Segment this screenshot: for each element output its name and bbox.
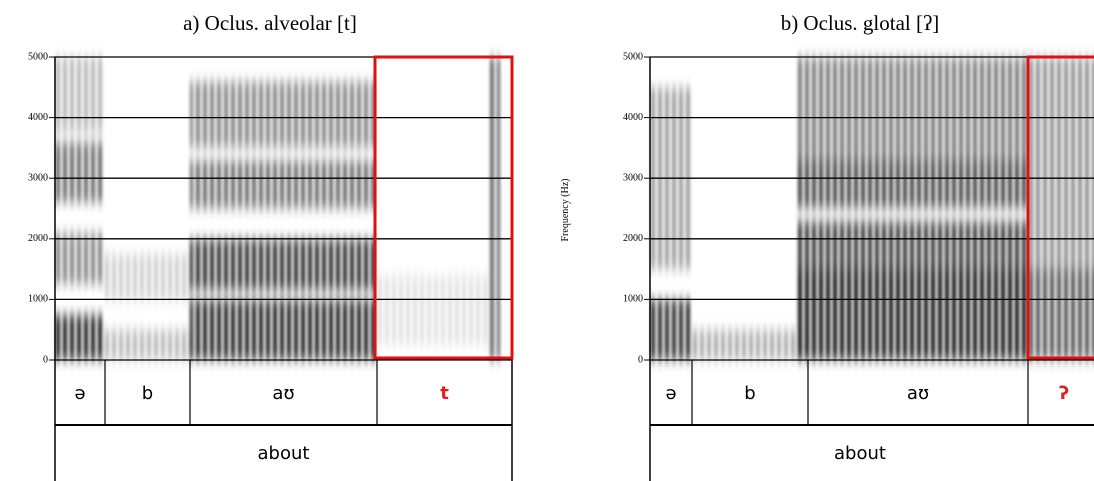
- word-label: about: [258, 443, 310, 464]
- panel-title: a) Oclus. alveolar [t]: [183, 11, 357, 35]
- energy-band: [190, 238, 375, 291]
- y-tick-label: 0: [43, 354, 48, 365]
- energy-band: [795, 220, 1028, 270]
- highlight-box: [373, 55, 514, 360]
- energy-band: [105, 329, 190, 360]
- phone-label: b: [142, 383, 153, 404]
- y-tick-label: 2000: [623, 233, 643, 244]
- y-tick-label: 4000: [623, 112, 643, 123]
- energy-band: [1028, 269, 1094, 360]
- phone-label: t: [440, 383, 449, 404]
- word-label: about: [834, 443, 886, 464]
- y-tick-label: 0: [638, 354, 643, 365]
- phone-label: aʊ: [907, 383, 929, 404]
- y-tick-label: 5000: [28, 51, 48, 62]
- y-tick-label: 3000: [28, 172, 48, 183]
- y-axis-label: Frequency (Hz): [560, 178, 571, 241]
- spectrogram: [55, 57, 500, 360]
- phone-label: aʊ: [272, 383, 294, 404]
- y-tick-label: 1000: [28, 294, 48, 305]
- energy-band: [375, 275, 490, 345]
- energy-band: [190, 81, 375, 148]
- phone-label: b: [744, 383, 755, 404]
- energy-band: [795, 160, 1028, 209]
- energy-band: [795, 57, 1028, 161]
- energy-band: [692, 329, 808, 360]
- y-tick-label: 2000: [28, 233, 48, 244]
- energy-band: [55, 232, 105, 285]
- energy-band: [190, 299, 375, 360]
- energy-band: [55, 314, 105, 360]
- energy-band: [55, 141, 105, 203]
- y-tick-label: 5000: [623, 51, 643, 62]
- energy-band: [795, 269, 1028, 360]
- energy-band: [190, 160, 375, 209]
- energy-band: [55, 57, 105, 133]
- y-tick-label: 4000: [28, 112, 48, 123]
- phone-label: ʔ: [1059, 383, 1069, 404]
- phone-label: ə: [74, 383, 85, 404]
- phone-label: ə: [665, 383, 676, 404]
- energy-band: [489, 57, 500, 360]
- y-tick-label: 1000: [623, 294, 643, 305]
- energy-band: [105, 253, 190, 300]
- panel-title: b) Oclus. glotal [ʔ]: [781, 11, 940, 35]
- energy-band: [650, 299, 692, 360]
- highlight-box: [1026, 55, 1094, 360]
- energy-band: [1028, 57, 1094, 270]
- y-tick-label: 3000: [623, 172, 643, 183]
